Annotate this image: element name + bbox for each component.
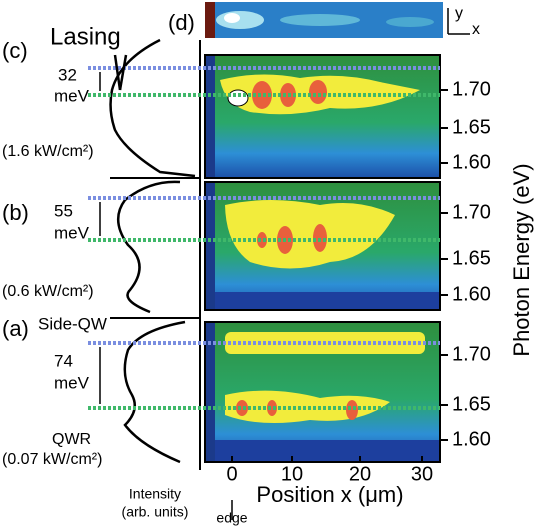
y-tick-label: 1.65 — [452, 393, 491, 415]
unit: meV — [54, 86, 90, 105]
y-axis-label: Photon Energy (eV) — [509, 163, 534, 356]
icon-x: x — [472, 21, 480, 38]
strip-edge — [205, 2, 215, 38]
splitting: 74 — [54, 351, 73, 370]
contour — [228, 90, 248, 106]
excitation: (0.6 kW/cm²) — [2, 283, 94, 300]
map-edge — [205, 182, 215, 310]
x-tick-label: 20 — [349, 463, 371, 485]
panel-label: (d) — [168, 10, 195, 35]
strip-spot — [224, 13, 240, 23]
x-axis-label: Position x (μm) — [256, 482, 403, 507]
x-tick-label: 0 — [226, 463, 237, 485]
strip-spot — [216, 11, 264, 29]
x-tick-label: 10 — [281, 463, 303, 485]
map-b — [205, 182, 440, 310]
annotation: Side-QW — [38, 314, 107, 333]
unit: meV — [54, 373, 90, 392]
x-tick-label: 30 — [411, 463, 433, 485]
panel-label: (c) — [2, 38, 28, 63]
panel-label: (b) — [2, 200, 29, 225]
excitation: (1.6 kW/cm²) — [2, 143, 94, 160]
intensity-label: (arb. units) — [122, 504, 189, 520]
contour — [215, 440, 440, 462]
annotation: QWR — [52, 431, 91, 448]
figure: y x (d) Photon Energy (eV) Position x (μ… — [0, 0, 545, 527]
panel-label: (a) — [2, 316, 29, 341]
annotation: Lasing — [50, 23, 121, 50]
splitting: 55 — [54, 201, 73, 220]
y-tick-label: 1.60 — [452, 151, 491, 173]
y-tick-label: 1.60 — [452, 283, 491, 305]
contour — [309, 80, 327, 104]
contour — [346, 400, 358, 420]
spectrum — [111, 40, 195, 176]
splitting: 32 — [58, 65, 77, 84]
edge-label: edge — [216, 510, 247, 526]
strip-spot — [280, 14, 360, 26]
map-edge — [205, 55, 215, 178]
y-tick-label: 1.65 — [452, 116, 491, 138]
icon-y: y — [455, 5, 463, 22]
y-tick-label: 1.70 — [452, 343, 491, 365]
strip-spot — [386, 17, 434, 27]
contour — [236, 400, 248, 416]
y-tick-label: 1.70 — [452, 201, 491, 223]
map-background — [205, 55, 440, 178]
excitation: (0.07 kW/cm²) — [2, 451, 102, 468]
map-c — [205, 55, 440, 178]
contour — [215, 292, 440, 310]
strip-d — [205, 2, 443, 38]
spectra — [111, 40, 195, 462]
unit: meV — [54, 223, 90, 242]
y-tick-label: 1.65 — [452, 247, 491, 269]
y-tick-label: 1.70 — [452, 78, 491, 100]
y-tick-label: 1.60 — [452, 428, 491, 450]
spectrum — [118, 182, 180, 312]
intensity-label: Intensity — [129, 486, 181, 502]
